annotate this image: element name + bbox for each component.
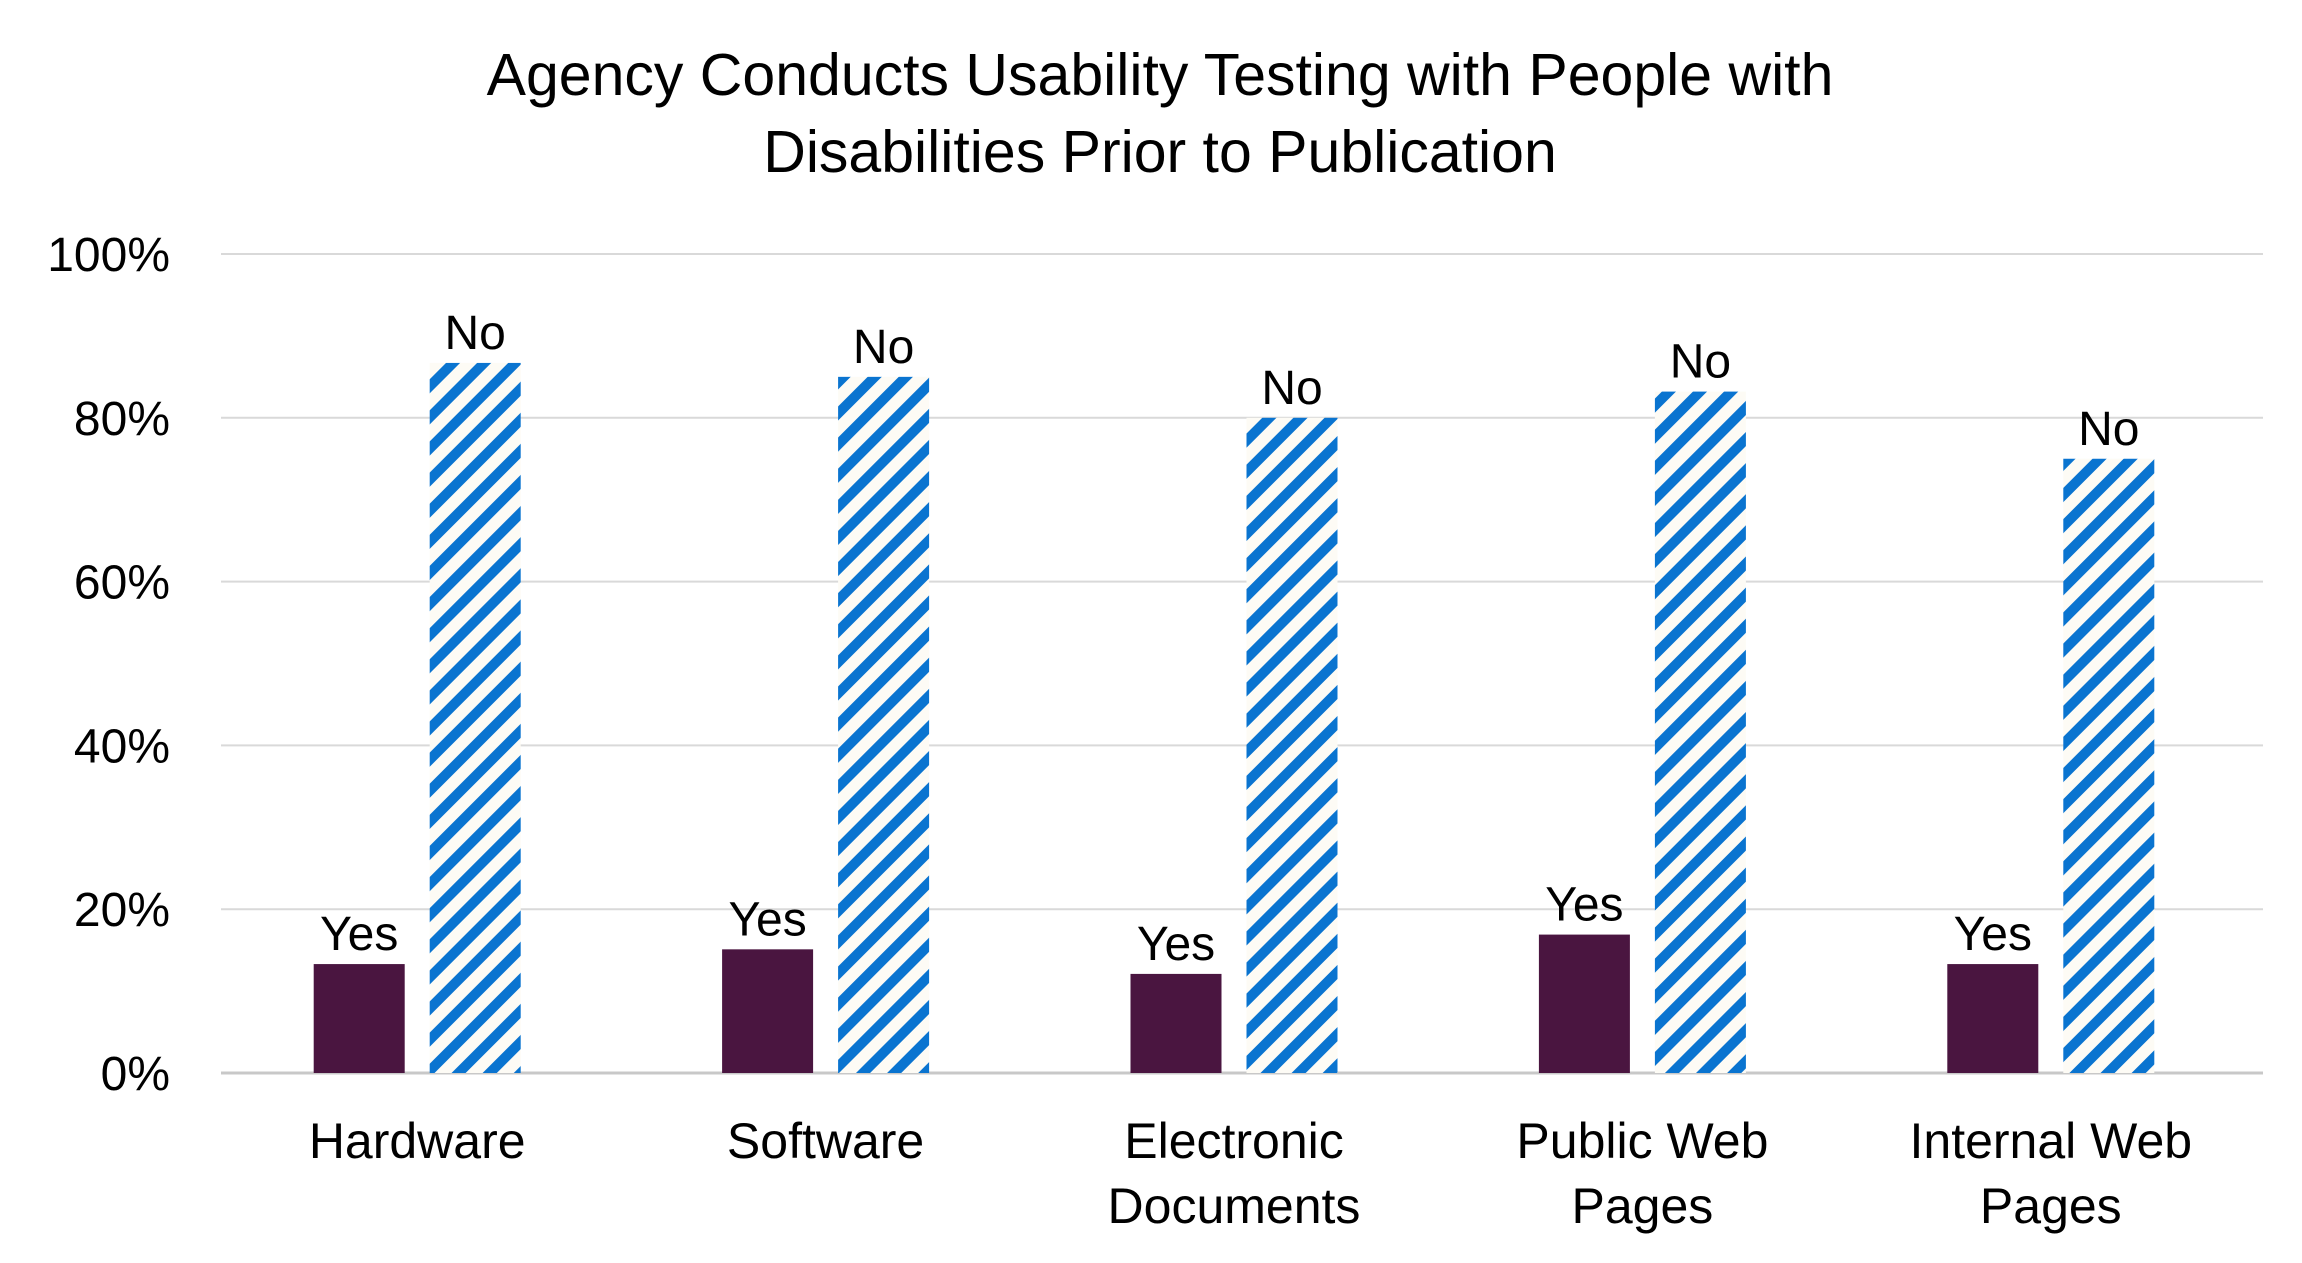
bar-no [838, 376, 930, 1074]
x-tick-label: Software [727, 1113, 924, 1169]
x-tick-label: Internal Web [1910, 1113, 2193, 1169]
gridlines [221, 253, 2263, 1075]
x-tick-label: Documents [1108, 1178, 1361, 1234]
y-tick-label: 20% [74, 884, 170, 937]
y-tick-label: 100% [47, 229, 170, 282]
y-axis: 0% 20% 40% 60% 80% 100% [47, 229, 170, 1101]
x-tick-label: Pages [1980, 1178, 2122, 1234]
x-tick-label: Hardware [309, 1113, 526, 1169]
bar-no [1246, 417, 1338, 1073]
y-tick-label: 0% [101, 1048, 170, 1101]
data-label-no: No [2078, 403, 2139, 456]
bars: Yes No Yes No Yes No Yes No Yes No [313, 307, 2155, 1074]
x-tick-label: Public Web [1516, 1113, 1768, 1169]
x-tick-label: Electronic [1124, 1113, 1344, 1169]
data-label-yes: Yes [320, 908, 398, 961]
data-label-no: No [1261, 362, 1322, 415]
bar-yes [1130, 973, 1222, 1073]
data-label-yes: Yes [1137, 918, 1215, 971]
y-tick-label: 60% [74, 557, 170, 610]
bar-no [429, 362, 521, 1073]
x-tick-label: Pages [1572, 1178, 1714, 1234]
x-axis: Hardware Software Electronic Documents Publi… [309, 1113, 2192, 1234]
data-label-yes: Yes [1545, 879, 1623, 932]
data-label-yes: Yes [1954, 908, 2032, 961]
data-label-no: No [445, 307, 506, 360]
chart-title: Agency Conducts Usability Testing with P… [487, 42, 1834, 185]
bar-no [1654, 391, 1746, 1073]
chart-title-line: Agency Conducts Usability Testing with P… [487, 42, 1834, 108]
y-tick-label: 40% [74, 720, 170, 773]
y-tick-label: 80% [74, 393, 170, 446]
bar-yes [722, 949, 814, 1073]
bar-yes [1538, 934, 1630, 1073]
data-label-no: No [1670, 336, 1731, 389]
bar-yes [313, 964, 405, 1073]
data-label-yes: Yes [728, 893, 806, 946]
chart-title-line: Disabilities Prior to Publication [763, 119, 1557, 185]
data-label-no: No [853, 321, 914, 374]
bar-yes [1947, 964, 2039, 1073]
bar-no [2063, 458, 2155, 1073]
